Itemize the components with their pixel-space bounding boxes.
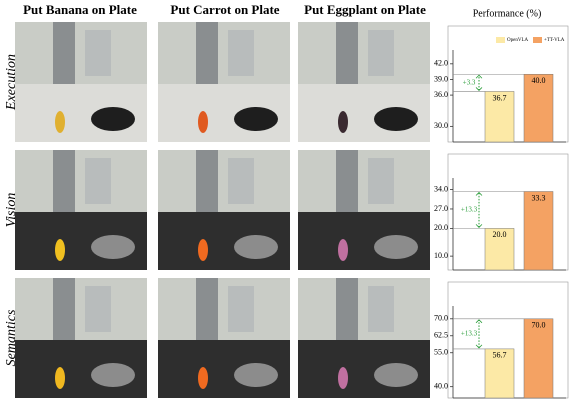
gain-arrowhead	[476, 320, 482, 323]
robot	[196, 22, 218, 84]
bar	[524, 319, 553, 398]
plate	[234, 235, 278, 259]
y-tick-label: 40.0	[434, 382, 448, 391]
y-tick-label: 30.0	[434, 121, 448, 130]
robot-head	[85, 30, 111, 76]
photo	[158, 278, 290, 398]
robot	[196, 150, 218, 212]
y-tick-label: 39.0	[434, 74, 448, 83]
photo	[15, 22, 147, 142]
object	[338, 111, 348, 133]
photo	[298, 150, 430, 270]
object	[198, 111, 208, 133]
photo	[158, 150, 290, 270]
plate	[91, 363, 135, 387]
robot	[53, 22, 75, 84]
robot	[336, 278, 358, 340]
figure: Put Banana on Plate Put Carrot on Plate …	[0, 0, 573, 401]
robot-head	[85, 158, 111, 204]
plate	[91, 107, 135, 131]
plate	[374, 363, 418, 387]
robot-head	[85, 286, 111, 332]
gain-label: +13.3	[461, 206, 478, 214]
robot-head	[368, 30, 394, 76]
column-title: Put Carrot on Plate	[170, 2, 279, 17]
value-label: 33.3	[532, 193, 546, 202]
robot	[336, 22, 358, 84]
photo	[298, 278, 430, 398]
object	[55, 111, 65, 133]
y-tick-label: 10.0	[434, 251, 448, 260]
object	[198, 239, 208, 261]
value-label: 56.7	[493, 351, 507, 360]
robot	[196, 278, 218, 340]
column-title: Performance (%)	[473, 8, 542, 19]
legend-swatch	[533, 37, 542, 43]
photo	[298, 22, 430, 142]
gain-label: +3.3	[463, 78, 476, 86]
y-tick-label: 62.5	[434, 331, 448, 340]
robot	[53, 150, 75, 212]
plate	[374, 235, 418, 259]
y-tick-label: 55.0	[434, 348, 448, 357]
value-label: 36.7	[493, 93, 507, 102]
y-tick-label: 70.0	[434, 314, 448, 323]
robot-head	[228, 286, 254, 332]
plate	[374, 107, 418, 131]
robot-head	[228, 30, 254, 76]
y-tick-label: 34.0	[434, 184, 448, 193]
gain-label: +13.3	[461, 329, 478, 337]
robot-head	[228, 158, 254, 204]
robot	[53, 278, 75, 340]
object	[198, 367, 208, 389]
y-tick-label: 20.0	[434, 223, 448, 232]
column-title: Put Eggplant on Plate	[304, 2, 426, 17]
photo	[15, 278, 147, 398]
bar	[524, 191, 553, 270]
robot	[336, 150, 358, 212]
y-tick-label: 36.0	[434, 90, 448, 99]
robot-head	[368, 158, 394, 204]
y-tick-label: 42.0	[434, 59, 448, 68]
legend-swatch	[496, 37, 505, 43]
legend-label: +TT-VLA	[544, 38, 565, 43]
legend-label: OpenVLA	[507, 38, 528, 43]
plate	[91, 235, 135, 259]
object	[338, 239, 348, 261]
column-title: Put Banana on Plate	[23, 2, 137, 17]
photo	[15, 150, 147, 270]
object	[338, 367, 348, 389]
object	[55, 239, 65, 261]
robot-head	[368, 286, 394, 332]
value-label: 20.0	[493, 230, 507, 239]
y-tick-label: 27.0	[434, 204, 448, 213]
photo	[158, 22, 290, 142]
plate	[234, 363, 278, 387]
object	[55, 367, 65, 389]
value-label: 40.0	[532, 76, 546, 85]
plate	[234, 107, 278, 131]
value-label: 70.0	[532, 321, 546, 330]
